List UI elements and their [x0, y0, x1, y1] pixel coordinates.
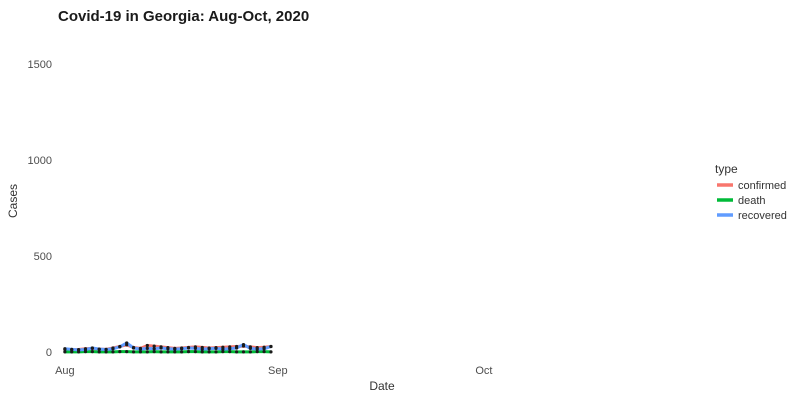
y-tick-label: 1000 — [28, 155, 52, 167]
data-point-death — [235, 350, 239, 354]
data-point-recovered — [186, 346, 191, 350]
data-point-recovered — [152, 347, 156, 351]
data-point-death — [173, 350, 177, 354]
data-point-recovered — [104, 347, 108, 352]
y-tick-label: 500 — [34, 251, 52, 263]
chart-title: Covid-19 in Georgia: Aug-Oct, 2020 — [58, 8, 309, 25]
x-axis: Aug Sep Oct — [55, 365, 492, 377]
y-axis: 0 500 1000 1500 — [28, 59, 52, 359]
data-point-death — [228, 350, 232, 354]
plot-area — [63, 341, 273, 354]
data-point-recovered — [83, 347, 88, 352]
data-point-recovered — [180, 347, 184, 351]
data-point-death — [180, 350, 184, 354]
legend-label-recovered: recovered — [738, 210, 787, 222]
data-point-recovered — [111, 347, 115, 351]
data-point-death — [193, 350, 197, 354]
data-point-recovered — [241, 342, 246, 347]
data-point-death — [111, 350, 115, 354]
x-tick-label: Oct — [475, 365, 492, 377]
data-point-death — [90, 350, 94, 354]
data-point-death — [214, 350, 218, 354]
x-tick-label: Aug — [55, 365, 75, 377]
data-point-death — [159, 350, 163, 354]
data-point-death — [221, 350, 225, 354]
legend: type confirmed death recovered — [715, 162, 787, 222]
x-axis-title: Date — [369, 379, 395, 393]
data-point-death — [152, 350, 156, 354]
data-point-death — [207, 350, 211, 354]
x-tick-label: Sep — [268, 365, 288, 377]
data-point-recovered — [70, 347, 74, 351]
data-point-death — [138, 350, 143, 354]
data-point-recovered — [255, 347, 259, 351]
legend-label-death: death — [738, 195, 766, 207]
data-point-death — [248, 350, 252, 354]
data-point-recovered — [125, 341, 129, 345]
data-point-recovered — [214, 346, 218, 350]
data-point-confirmed — [145, 343, 149, 348]
data-point-recovered — [90, 346, 94, 350]
data-point-recovered — [138, 347, 143, 351]
y-tick-label: 1500 — [28, 59, 52, 71]
data-point-recovered — [200, 347, 204, 351]
data-point-death — [262, 350, 266, 354]
data-point-death — [241, 350, 246, 354]
data-point-death — [255, 350, 259, 354]
data-point-recovered — [97, 347, 101, 351]
data-point-death — [145, 350, 149, 354]
data-point-recovered — [166, 347, 170, 351]
legend-label-confirmed: confirmed — [738, 180, 786, 192]
data-point-death — [166, 350, 170, 354]
data-point-death — [97, 350, 101, 354]
data-point-death — [104, 350, 108, 354]
data-point-recovered — [248, 346, 252, 350]
data-point-recovered — [269, 344, 273, 349]
data-point-recovered — [159, 346, 163, 350]
data-point-death — [269, 350, 273, 354]
data-point-recovered — [235, 346, 239, 350]
data-point-recovered — [118, 345, 122, 349]
data-point-recovered — [63, 347, 67, 351]
data-point-death — [118, 350, 122, 354]
data-point-confirmed — [152, 344, 156, 348]
data-point-death — [125, 350, 129, 354]
legend-title: type — [715, 162, 738, 176]
data-point-recovered — [221, 347, 225, 351]
data-point-recovered — [173, 347, 177, 351]
data-point-recovered — [193, 346, 197, 350]
data-point-recovered — [131, 346, 136, 350]
data-point-death — [186, 350, 191, 354]
y-tick-label: 0 — [46, 347, 52, 359]
data-point-death — [200, 350, 204, 354]
data-point-recovered — [228, 347, 232, 351]
data-point-recovered — [77, 348, 81, 352]
data-point-recovered — [207, 347, 211, 351]
y-axis-title: Cases — [6, 184, 20, 218]
data-point-death — [63, 350, 67, 354]
data-point-recovered — [145, 346, 149, 350]
data-point-recovered — [262, 347, 266, 351]
data-point-death — [131, 350, 136, 354]
data-point-death — [70, 350, 74, 354]
